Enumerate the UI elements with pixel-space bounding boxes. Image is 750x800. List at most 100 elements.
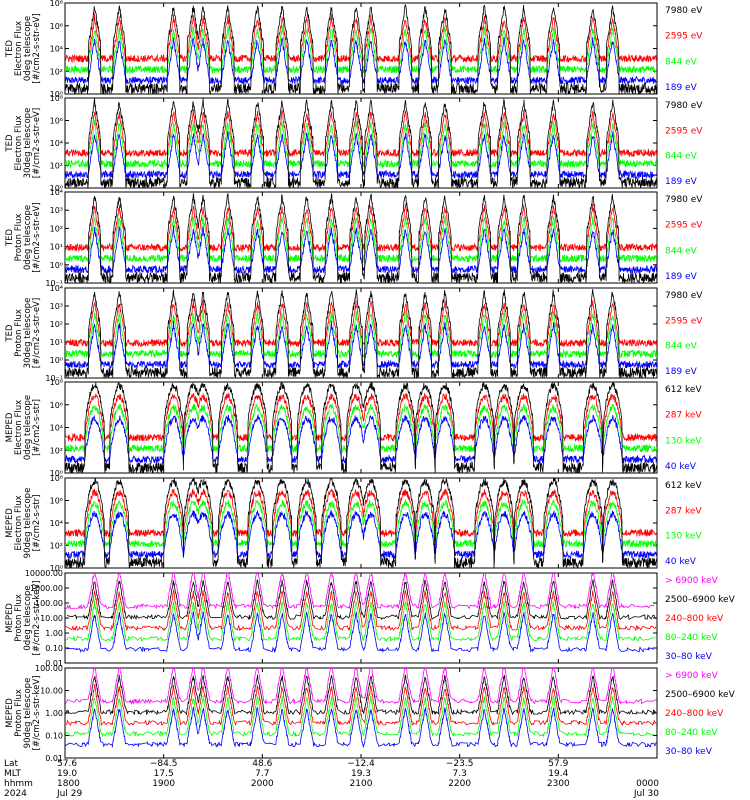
legend-entry: 189 eV [665, 272, 698, 282]
x-tick-label-lat: −12.4 [347, 759, 375, 769]
y-tick-label: 10⁰ [50, 90, 63, 99]
legend-entry: > 6900 keV [665, 671, 719, 681]
x-row-label: MLT [4, 769, 22, 779]
series-trace [66, 611, 654, 654]
series-trace [65, 674, 656, 716]
y-tick-label: 10⁻¹ [45, 279, 63, 288]
y-tick-label: 10⁻¹ [45, 374, 63, 383]
x-row-label: hhmm [4, 779, 33, 789]
x-tick-label-hhmm: 2100 [350, 779, 373, 789]
y-tick-label: 10⁰ [50, 469, 63, 478]
series-trace [65, 589, 657, 632]
legend-entry: 40 keV [665, 462, 697, 472]
panel-1: 10⁰ 10² 10⁴ 10⁶ 10⁸ TED Electron Flux 0deg tele… [5, 0, 703, 99]
y-axis-label-line: Electron Flux [14, 400, 24, 455]
legend-entry: 844 eV [665, 57, 698, 67]
series-trace [65, 289, 657, 378]
legend-entry: 2595 eV [665, 221, 703, 231]
y-tick-label: 0.01 [45, 754, 63, 763]
series-trace [65, 109, 657, 158]
series-trace [66, 684, 657, 727]
y-axis-label-line: [#/cm2-s-str-eV] [32, 108, 42, 178]
panel-3: 10⁻¹ 10⁰ 10¹ 10² 10³ 10⁴ TED Proton Flux 0deg te… [5, 188, 703, 288]
x-tick-label-lat: 48.6 [252, 759, 272, 769]
x-row-label: Lat [4, 759, 19, 769]
legend-entry: 612 keV [665, 385, 702, 395]
x-tick-label-mlt: 19.3 [351, 769, 371, 779]
series-trace [65, 320, 657, 370]
y-tick-label: 10.00 [40, 614, 63, 623]
series-trace [65, 706, 657, 749]
x-tick-label-mlt: 17.5 [154, 769, 174, 779]
y-axis-label-line: 30deg telescope [23, 108, 33, 179]
legend-entry: 30–80 keV [665, 747, 713, 757]
series-trace [65, 37, 657, 86]
y-axis-label-line: 0deg telescope [23, 395, 33, 460]
legend-entry: 2500–6900 keV [665, 595, 736, 605]
x-tick-label-hhmm: 0000 [636, 779, 659, 789]
panel-6: 10⁰ 10² 10⁴ 10⁶ 10⁸ MEPED Electron Flux 90deg t… [5, 474, 702, 573]
y-tick-label: 10⁶ [50, 497, 63, 506]
legend-entry: 7980 eV [665, 6, 703, 16]
legend-entry: 80–240 keV [665, 728, 718, 738]
y-axis-label-line: Proton Flux [14, 689, 24, 737]
x-tick-label-lat: 57.9 [548, 759, 568, 769]
panel-8: 0.01 0.10 1.00 10.00 100.00 MEPED Proton Flux 9… [5, 664, 736, 763]
x-tick-label-hhmm: 2000 [251, 779, 274, 789]
x-tick-label-mlt: 7.3 [453, 769, 467, 779]
series-trace [65, 668, 657, 705]
y-tick-label: 0.10 [45, 644, 63, 653]
y-axis-label-line: TED [5, 228, 15, 247]
series-trace [65, 309, 657, 359]
panel-4: 10⁻¹ 10⁰ 10¹ 10² 10³ 10⁴ TED Proton Flux 30deg t… [5, 284, 703, 383]
y-tick-label: 10⁶ [50, 22, 63, 31]
y-tick-label: 10³ [50, 206, 63, 215]
panel-7: 0.01 0.10 1.00 10.00 100.00 1000.00 10000.00 ME… [5, 569, 736, 668]
y-tick-label: 10⁴ [50, 45, 63, 54]
legend-entry: 240–800 keV [665, 709, 724, 719]
legend-entry: 612 keV [665, 481, 702, 491]
x-tick-label-lat: −84.5 [150, 759, 178, 769]
series-trace [65, 204, 657, 253]
y-tick-label: 10⁰ [50, 356, 63, 365]
series-trace [65, 192, 657, 283]
y-tick-label: 10⁴ [50, 284, 63, 293]
y-tick-label: 1.00 [45, 709, 63, 718]
x-tick-label-lat: −23.5 [446, 759, 474, 769]
x-tick-label-hhmm: 2200 [448, 779, 471, 789]
y-axis-label-line: 0deg telescope [23, 585, 33, 650]
y-tick-label: 10⁰ [50, 184, 63, 193]
y-axis-label-line: MEPED [5, 603, 15, 633]
y-axis-label-line: [#/cm2-s-str-eV] [32, 298, 42, 368]
series-trace [65, 573, 655, 610]
y-axis-label-line: 90deg telescope [23, 488, 33, 559]
y-tick-label: 10¹ [50, 243, 63, 252]
y-axis-label-line: 90deg telescope [23, 678, 33, 749]
y-axis-label-line: 0deg telescope [23, 205, 33, 270]
y-axis-label-line: [#/cm2-s-str] [32, 399, 42, 456]
series-trace [65, 130, 657, 180]
y-axis-label-line: TED [5, 324, 15, 343]
y-tick-label: 10⁰ [50, 261, 63, 270]
y-tick-label: 10⁸ [50, 0, 63, 8]
y-tick-label: 10⁶ [50, 117, 63, 126]
y-tick-label: 100.00 [35, 599, 63, 608]
y-tick-label: 10⁴ [50, 188, 63, 197]
y-axis-label-line: 30deg telescope [23, 298, 33, 369]
y-tick-label: 10² [50, 320, 63, 329]
y-axis-label-line: MEPED [5, 508, 15, 538]
series-trace [65, 225, 657, 275]
y-tick-label: 10⁰ [50, 564, 63, 573]
legend-entry: 189 eV [665, 367, 698, 377]
series-trace [65, 600, 656, 643]
y-axis-label-line: [#/cm2-s-str-keV] [32, 581, 42, 656]
y-tick-label: 10² [50, 224, 63, 233]
series-trace [65, 382, 657, 473]
panel-2: 10⁰ 10² 10⁴ 10⁶ 10⁸ TED Electron Flux 30deg tel… [5, 94, 703, 193]
legend-entry: 2595 eV [665, 316, 703, 326]
y-tick-label: 10⁴ [50, 519, 63, 528]
y-tick-label: 10² [50, 542, 63, 551]
y-tick-label: 10⁶ [50, 401, 63, 410]
